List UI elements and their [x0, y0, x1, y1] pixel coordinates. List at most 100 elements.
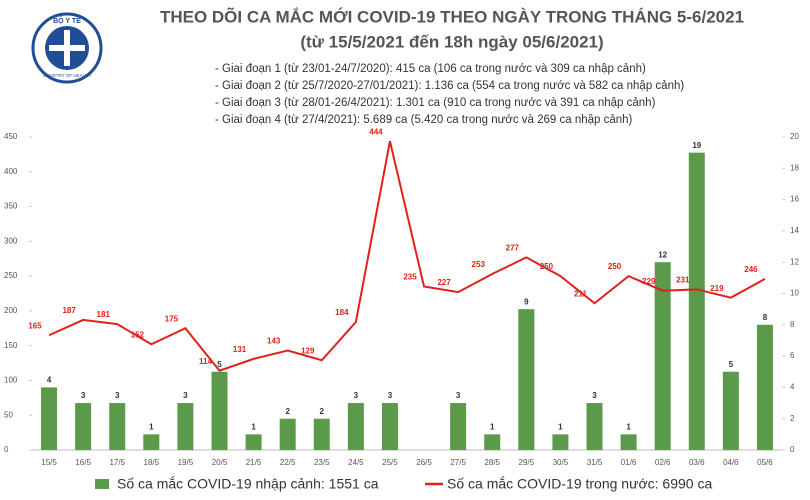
line-value-label: 129 — [301, 346, 315, 355]
bar-value-label: 1 — [251, 422, 256, 431]
y-tick-label: 300 — [4, 236, 18, 245]
line-value-label: 211 — [574, 289, 587, 298]
bar-value-label: 12 — [658, 250, 667, 259]
line-value-label: 165 — [28, 321, 42, 330]
x-tick-label: 16/5 — [75, 458, 91, 467]
line-value-label: 114 — [199, 357, 212, 366]
bar — [722, 371, 739, 450]
bar — [279, 418, 296, 450]
x-tick-label: 04/6 — [723, 458, 739, 467]
x-tick-label: 24/5 — [348, 458, 364, 467]
bar — [347, 403, 364, 450]
bar — [654, 262, 671, 450]
chart-subtitle: (từ 15/5/2021 đến 18h ngày 05/6/2021) — [300, 32, 603, 51]
y2-tick-label: 16 — [790, 195, 799, 204]
bar-value-label: 3 — [354, 391, 359, 400]
bar — [109, 403, 126, 450]
y-tick-label: 150 — [4, 341, 18, 350]
bar — [143, 434, 160, 450]
line-value-label: 250 — [608, 262, 622, 271]
x-tick-label: 15/5 — [41, 458, 57, 467]
y-tick-label: 100 — [4, 376, 18, 385]
x-tick-label: 22/5 — [280, 458, 296, 467]
y-tick-label: 400 — [4, 167, 18, 176]
bar — [518, 309, 535, 450]
logo-top: BỘ Y TẾ — [53, 15, 81, 25]
bar — [381, 403, 398, 450]
bar-value-label: 3 — [592, 391, 597, 400]
bar-value-label: 5 — [217, 360, 222, 369]
y2-tick-label: 18 — [790, 163, 799, 172]
bar — [211, 371, 228, 450]
line-value-label: 277 — [506, 243, 520, 252]
x-tick-label: 17/5 — [109, 458, 125, 467]
line-value-label: 250 — [540, 262, 554, 271]
y2-tick-label: 14 — [790, 226, 799, 235]
line-value-label: 444 — [369, 127, 383, 136]
bar — [688, 152, 705, 450]
line-value-label: 131 — [233, 345, 247, 354]
bar-value-label: 8 — [763, 313, 768, 322]
y2-tick-label: 2 — [790, 414, 795, 423]
bar-value-label: 1 — [149, 422, 154, 431]
bar-value-label: 4 — [47, 376, 52, 385]
legend-label: Số ca mắc COVID-19 trong nước: 6990 ca — [447, 476, 712, 492]
x-tick-label: 03/6 — [689, 458, 705, 467]
logo-bottom: MINISTRY OF HEALTH — [43, 73, 91, 78]
bar — [450, 403, 467, 450]
bar-value-label: 2 — [320, 407, 325, 416]
bar — [586, 403, 603, 450]
y-tick-label: 200 — [4, 306, 18, 315]
x-tick-label: 30/5 — [553, 458, 569, 467]
bar — [75, 403, 92, 450]
x-tick-label: 28/5 — [484, 458, 500, 467]
note: - Giai đoạn 1 (từ 23/01-24/7/2020): 415 … — [215, 63, 646, 75]
x-tick-label: 27/5 — [450, 458, 466, 467]
bar — [177, 403, 194, 450]
bar-value-label: 3 — [388, 391, 393, 400]
y2-tick-label: 10 — [790, 289, 799, 298]
line-value-label: 143 — [267, 337, 281, 346]
bar-value-label: 1 — [558, 422, 563, 431]
note: - Giai đoạn 2 (từ 25/7/2020-27/01/2021):… — [215, 80, 684, 92]
bar-value-label: 3 — [81, 391, 86, 400]
line-value-label: 235 — [403, 273, 417, 282]
y2-tick-label: 6 — [790, 351, 795, 360]
bar — [313, 418, 330, 450]
line-value-label: 253 — [472, 260, 486, 269]
line-value-label: 246 — [744, 265, 758, 274]
bar-value-label: 9 — [524, 297, 529, 306]
bar — [245, 434, 262, 450]
y2-tick-label: 20 — [790, 132, 799, 141]
line-value-label: 231 — [676, 275, 690, 284]
x-tick-label: 18/5 — [144, 458, 160, 467]
bar — [41, 387, 58, 450]
y2-tick-label: 4 — [790, 383, 795, 392]
y2-tick-label: 0 — [790, 445, 795, 454]
note: - Giai đoạn 4 (từ 27/4/2021): 5.689 ca (… — [215, 114, 633, 126]
bar-value-label: 19 — [692, 141, 701, 150]
x-tick-label: 31/5 — [587, 458, 603, 467]
logo: BỘ Y TẾ MINISTRY OF HEALTH — [31, 12, 103, 84]
x-tick-label: 23/5 — [314, 458, 330, 467]
x-tick-label: 19/5 — [178, 458, 194, 467]
line-value-label: 227 — [437, 278, 451, 287]
line-value-label: 175 — [165, 314, 179, 323]
y2-tick-label: 12 — [790, 257, 799, 266]
bar-value-label: 3 — [183, 391, 188, 400]
bar — [756, 324, 773, 450]
legend-swatch — [95, 479, 109, 489]
x-tick-label: 20/5 — [212, 458, 228, 467]
chart-title: THEO DÕI CA MẮC MỚI COVID-19 THEO NGÀY T… — [160, 6, 744, 26]
y-tick-label: 350 — [4, 202, 18, 211]
bar-value-label: 3 — [115, 391, 120, 400]
line-value-label: 184 — [335, 308, 349, 317]
line-value-label: 229 — [642, 277, 656, 286]
x-tick-label: 29/5 — [519, 458, 535, 467]
bar-value-label: 2 — [285, 407, 290, 416]
note: - Giai đoạn 3 (từ 28/01-26/4/2021): 1.30… — [215, 97, 656, 109]
x-tick-label: 25/5 — [382, 458, 398, 467]
line — [48, 140, 766, 372]
x-tick-label: 02/6 — [655, 458, 671, 467]
